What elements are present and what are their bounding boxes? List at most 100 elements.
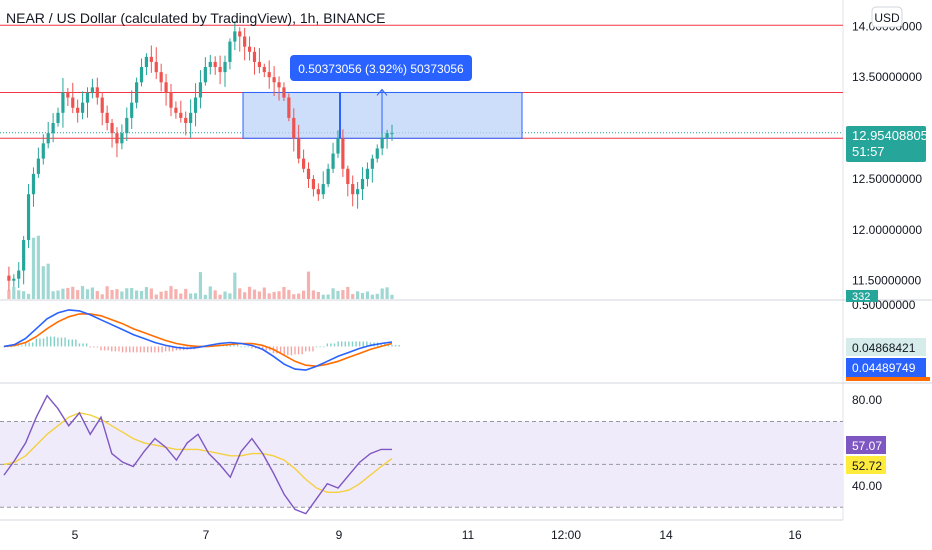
- macd-histogram-bar: [161, 346, 163, 353]
- volume-bar: [351, 294, 355, 299]
- candle-body: [7, 275, 11, 281]
- candle-body: [100, 97, 104, 113]
- volume-bar: [213, 290, 217, 299]
- macd-histogram-bar: [107, 346, 109, 351]
- volume-bar: [17, 290, 21, 299]
- volume-bar: [41, 266, 45, 299]
- macd-histogram-bar: [139, 346, 142, 353]
- macd-histogram-bar: [42, 338, 45, 347]
- macd-histogram-bar: [341, 341, 343, 347]
- macd-histogram-bar: [229, 344, 232, 347]
- macd-histogram-bar: [78, 343, 81, 347]
- rsi-ma-value: 52.72: [852, 459, 882, 473]
- macd-histogram-bar: [53, 336, 55, 347]
- candle-body: [243, 36, 247, 47]
- macd-histogram-bar: [290, 346, 293, 356]
- candle-body: [287, 97, 291, 118]
- volume-bar: [149, 288, 153, 299]
- macd-histogram-value: 0.04868421: [852, 341, 916, 355]
- candle-body: [174, 107, 178, 113]
- macd-histogram-bar: [75, 339, 77, 347]
- macd-histogram-bar: [3, 346, 5, 348]
- volume-bar: [218, 294, 222, 299]
- candle-body: [277, 82, 281, 88]
- currency-button-bg[interactable]: [871, 6, 903, 28]
- volume-bar: [7, 290, 11, 299]
- candle-body: [233, 31, 237, 42]
- macd-line: [3, 309, 393, 371]
- candle-body: [321, 184, 325, 195]
- candle-body: [252, 51, 257, 62]
- candle-body: [203, 67, 207, 83]
- macd-histogram-bar: [312, 346, 314, 352]
- volume-bar: [287, 289, 291, 299]
- last-price-value: 12.95408805: [852, 128, 928, 143]
- volume-bar: [105, 286, 109, 299]
- volume-bar: [321, 294, 325, 299]
- candle-body: [198, 82, 203, 98]
- macd-signal-marker: [846, 377, 930, 381]
- volume-bar: [139, 291, 144, 299]
- candle-body: [390, 133, 394, 135]
- volume-bar: [390, 294, 394, 299]
- macd-histogram-bar: [21, 345, 23, 347]
- volume-bar: [159, 291, 163, 299]
- candle-body: [110, 122, 114, 134]
- time-tick-label: 14: [659, 528, 673, 542]
- macd-histogram-bar: [380, 343, 382, 347]
- candle-body: [149, 56, 153, 62]
- macd-histogram-bar: [50, 336, 52, 347]
- macd-histogram-bar: [85, 343, 88, 347]
- rsi-tick-label: 80.00: [852, 393, 882, 407]
- macd-histogram-bar: [247, 346, 249, 348]
- macd-histogram-bar: [236, 344, 239, 347]
- candle-body: [80, 102, 85, 113]
- volume-bar: [375, 293, 379, 299]
- macd-histogram-bar: [308, 346, 311, 352]
- macd-histogram-bar: [287, 346, 289, 356]
- macd-histogram-bar: [67, 339, 70, 347]
- volume-bar: [292, 294, 296, 299]
- candle-body: [41, 143, 45, 159]
- candle-body: [228, 41, 232, 62]
- macd-histogram-bar: [71, 339, 73, 347]
- measure-tooltip-bg: [290, 55, 472, 81]
- macd-histogram-bar: [24, 342, 27, 347]
- candle-body: [306, 168, 311, 179]
- macd-histogram-bar: [64, 337, 66, 347]
- price-tick-label: 12.00000000: [852, 223, 922, 237]
- macd-histogram-bar: [96, 346, 99, 348]
- candle-body: [144, 56, 149, 68]
- candle-body: [130, 102, 134, 118]
- macd-histogram-bar: [276, 346, 278, 354]
- macd-histogram-bar: [154, 346, 156, 353]
- volume-bar: [135, 290, 139, 299]
- volume-bar: [326, 294, 330, 299]
- macd-histogram-bar: [93, 346, 95, 348]
- candle-body: [223, 61, 227, 73]
- macd-histogram-bar: [132, 346, 135, 353]
- volume-bar: [301, 290, 306, 299]
- macd-histogram-bar: [164, 346, 167, 352]
- volume-bar: [282, 286, 286, 299]
- candle-body: [267, 72, 271, 78]
- macd-histogram-bar: [10, 346, 12, 348]
- candle-body: [218, 67, 222, 73]
- macd-histogram-bar: [244, 346, 246, 348]
- volume-bar: [22, 291, 26, 299]
- volume-bar: [61, 288, 65, 299]
- macd-histogram-bar: [283, 346, 285, 356]
- last-price-badge: [846, 126, 926, 162]
- macd-histogram-bar: [394, 344, 397, 347]
- rsi-tick-label: 40.00: [852, 479, 882, 493]
- macd-histogram-bar: [35, 338, 38, 347]
- macd-histogram-bar: [157, 346, 160, 353]
- volume-bar: [80, 286, 85, 299]
- macd-histogram-bar: [39, 338, 41, 347]
- macd-histogram-bar: [89, 346, 91, 348]
- volume-bar: [12, 286, 16, 299]
- currency-label[interactable]: USD: [874, 11, 900, 25]
- volume-bar: [247, 286, 252, 299]
- candle-body: [164, 82, 168, 93]
